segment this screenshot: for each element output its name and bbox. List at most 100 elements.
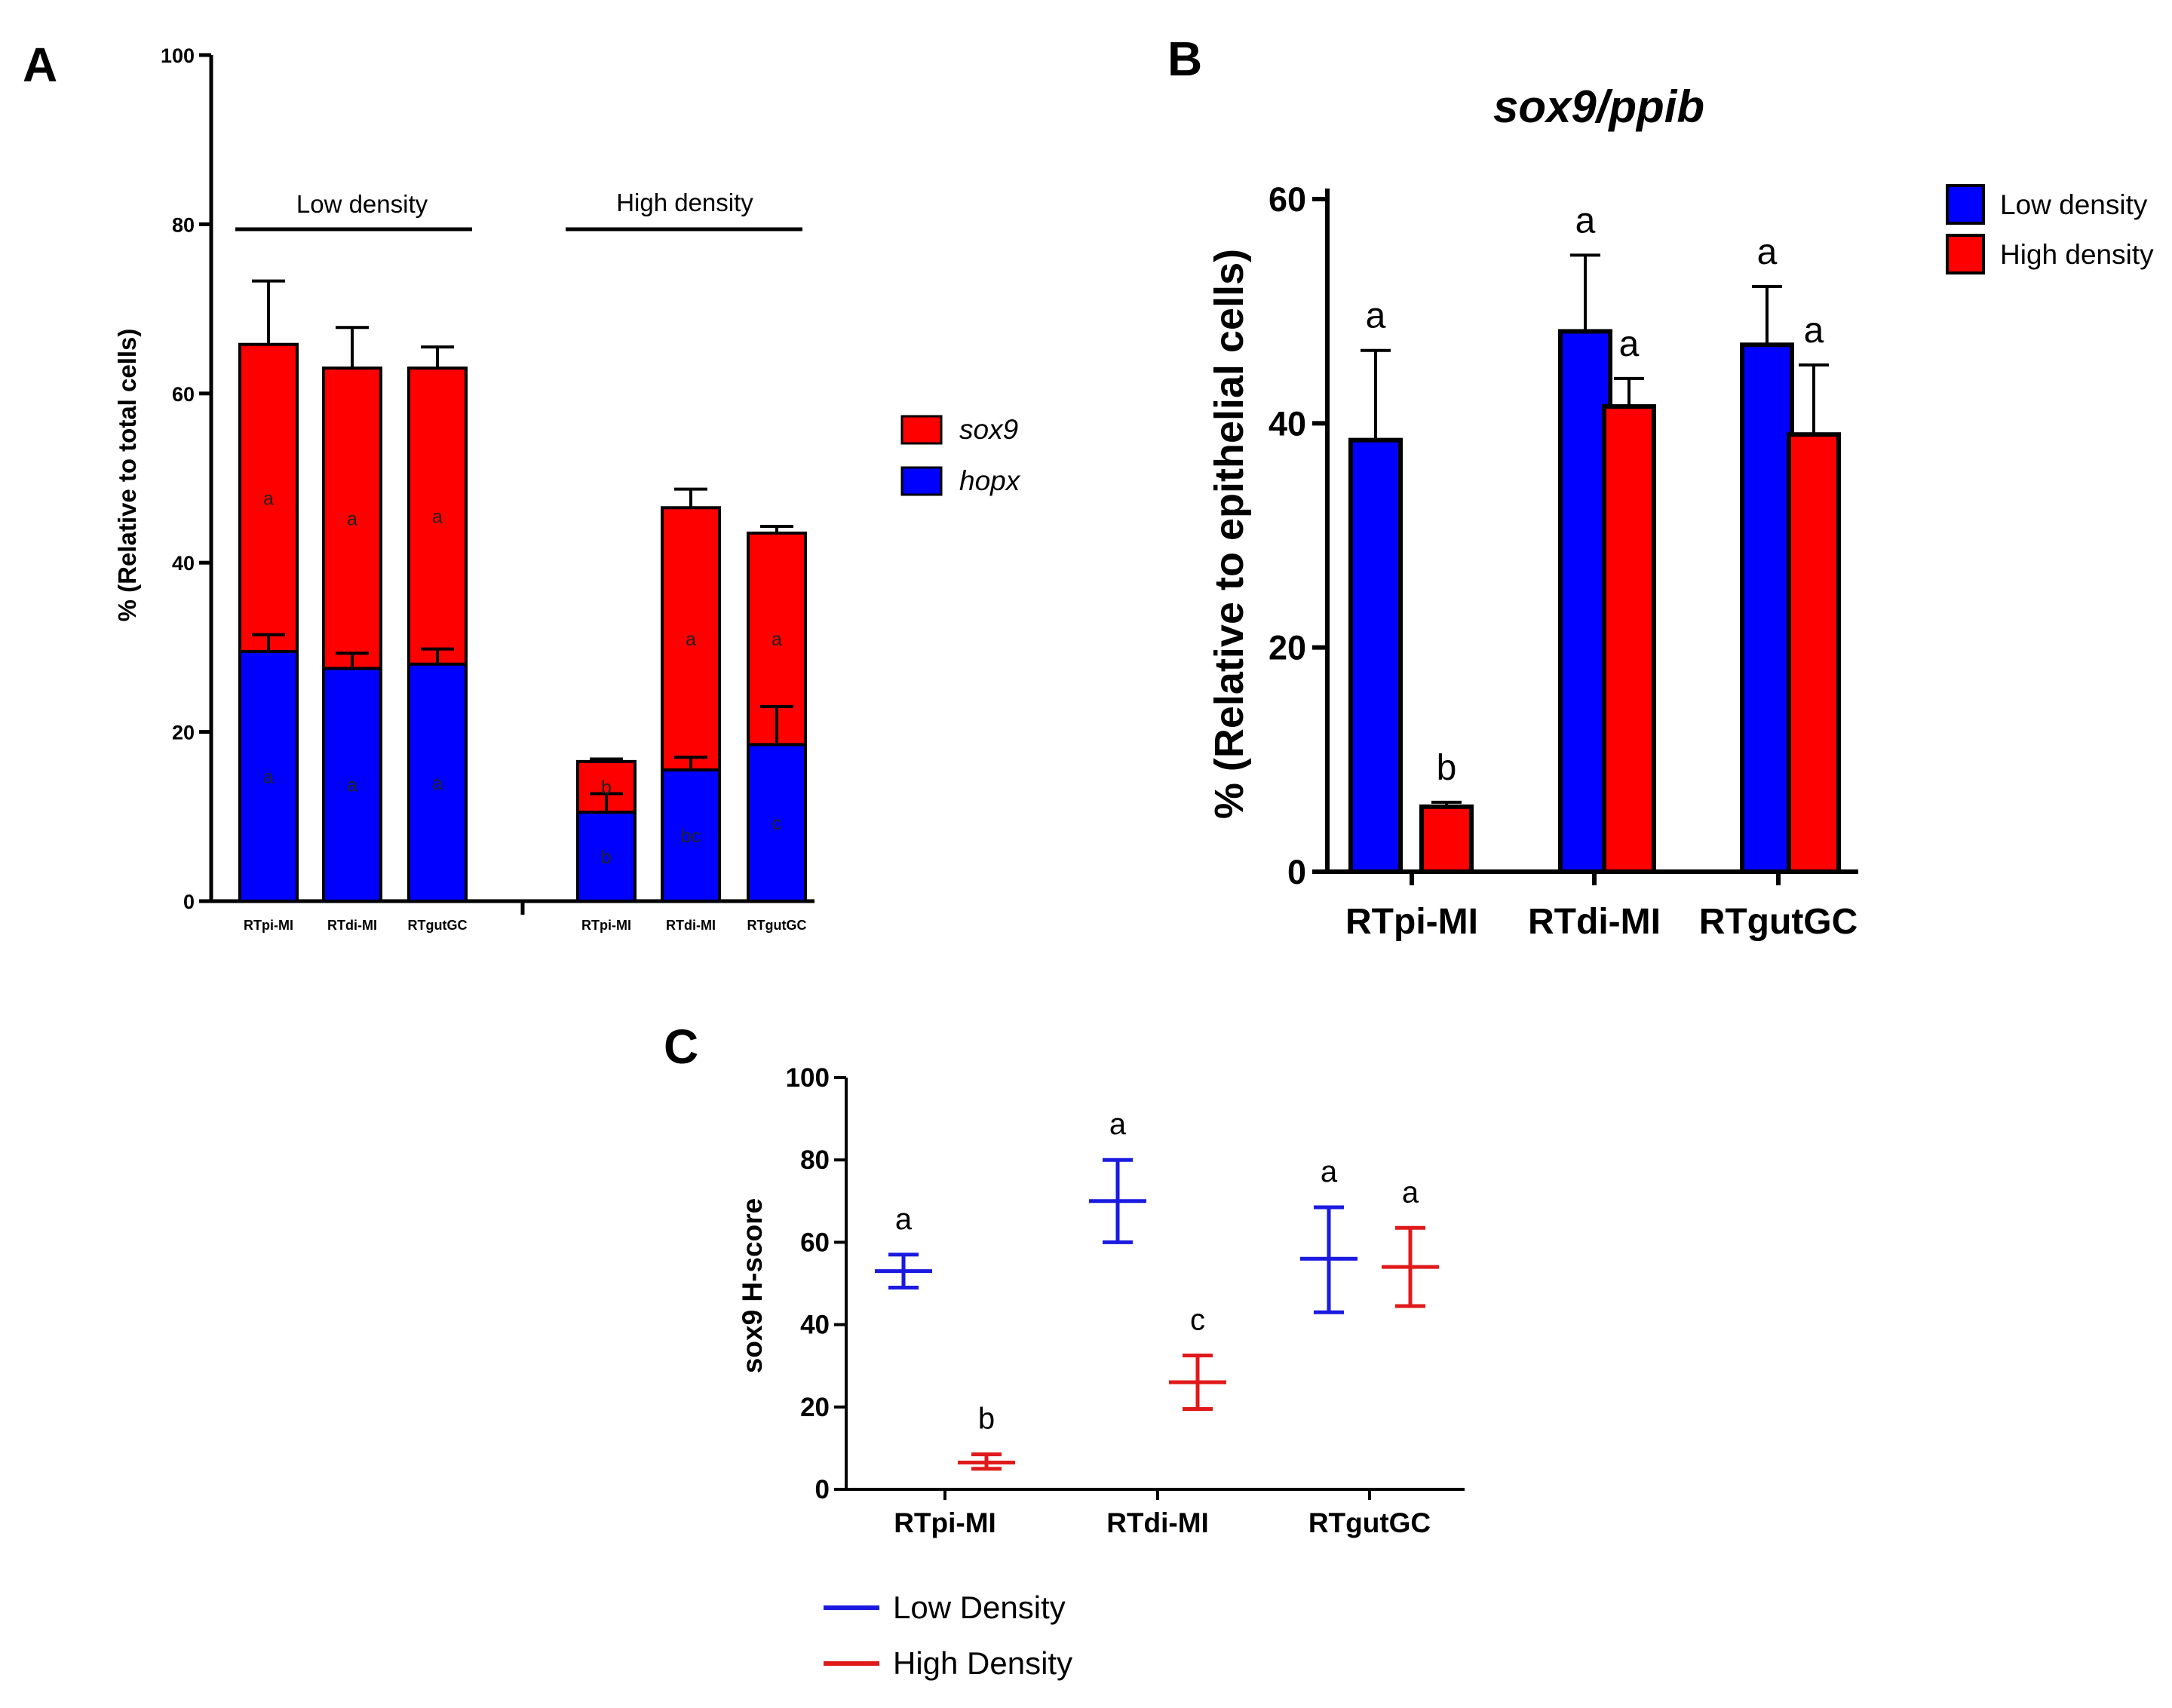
chart-a-letter-hopx: b xyxy=(601,847,612,868)
chart-a-bar-sox9 xyxy=(661,506,721,772)
chart-c-ytick-label: 40 xyxy=(800,1311,830,1340)
chart-b-letter: a xyxy=(1575,201,1596,241)
chart-c-category-label: RTpi-MI xyxy=(894,1507,996,1538)
chart-b-letter: a xyxy=(1619,324,1640,364)
chart-a-legend-sox9: sox9 xyxy=(959,414,1018,445)
chart-b-ytick-label: 40 xyxy=(1269,404,1306,443)
chart-a-legend-hopx: hopx xyxy=(959,465,1021,496)
panel-label-c: C xyxy=(664,1020,698,1074)
chart-b-legend-swatch-high xyxy=(1946,234,1985,274)
chart-b-ylabel: % (Relative to epithelial cells) xyxy=(1207,249,1252,819)
chart-b-letter: b xyxy=(1437,748,1457,788)
chart-a-bar-sox9 xyxy=(322,366,382,670)
chart-a-letter-hopx: bc xyxy=(681,826,701,847)
chart-a-bar-sox9 xyxy=(407,366,468,666)
chart-c-category-label: RTdi-MI xyxy=(1106,1507,1209,1538)
chart-b-bar xyxy=(1419,804,1474,874)
chart-b-yticks: 0 20 40 60 xyxy=(1269,180,1327,891)
chart-a-letter-hopx: a xyxy=(432,773,443,794)
chart-a-letter-sox9: a xyxy=(686,629,696,650)
chart-c-yticks: 0 20 40 60 80 100 xyxy=(786,1063,846,1504)
chart-c-categories: RTpi-MI RTdi-MI RTgutGC xyxy=(894,1489,1431,1538)
chart-a-letter-sox9: a xyxy=(347,508,357,529)
chart-b-bar xyxy=(1740,342,1794,874)
chart-c-letter: a xyxy=(1321,1155,1338,1188)
chart-a-letter-hopx: a xyxy=(263,767,274,788)
chart-b-legend-low: Low density xyxy=(2000,189,2148,220)
chart-b-ytick-label: 0 xyxy=(1287,853,1306,891)
chart-a-yticks: 0 20 40 60 80 100 xyxy=(161,44,211,913)
chart-b-title: sox9/ppib xyxy=(1493,81,1704,132)
chart-b-legend-high: High density xyxy=(2000,239,2154,270)
chart-a-category-label: RTpi-MI xyxy=(581,918,631,933)
chart-a-letter-sox9: b xyxy=(601,777,612,799)
chart-c-category-label: RTgutGC xyxy=(1308,1507,1431,1538)
chart-c-ytick-label: 20 xyxy=(800,1393,830,1422)
chart-c-letter: c xyxy=(1190,1304,1205,1337)
chart-c-letter: b xyxy=(978,1403,995,1436)
chart-a-ylabel: % (Relative to total cells) xyxy=(113,329,141,622)
chart-b-category-label: RTpi-MI xyxy=(1345,902,1478,942)
chart-c-letter: a xyxy=(1109,1108,1127,1141)
chart-a-legend-swatch-sox9 xyxy=(900,415,943,445)
chart-b-letter: a xyxy=(1757,232,1778,272)
chart-a-group-high: High density xyxy=(616,189,753,216)
chart-c-legend-high: High Density xyxy=(893,1645,1072,1681)
chart-a-bar-hopx xyxy=(407,662,468,903)
chart-a-ytick-label: 20 xyxy=(172,722,195,744)
chart-c-ytick-label: 0 xyxy=(815,1475,830,1504)
chart-b-category-label: RTdi-MI xyxy=(1528,902,1661,942)
chart-a-bar-hopx xyxy=(747,743,807,903)
chart-a-bar-sox9 xyxy=(576,759,637,814)
chart-a-bar-hopx xyxy=(238,650,299,903)
chart-b-legend-swatch-low xyxy=(1946,184,1985,225)
chart-c-ylabel: sox9 H-score xyxy=(737,1198,768,1373)
chart-a-bars: a a a a a a b b bc a c a xyxy=(238,279,807,903)
chart-c-letter: a xyxy=(1402,1176,1419,1209)
panel-label-b: B xyxy=(1167,32,1202,86)
chart-a-category-label: RTdi-MI xyxy=(666,918,716,933)
chart-c-ytick-label: 60 xyxy=(800,1228,830,1257)
chart-a-axes xyxy=(209,55,814,915)
chart-a-legend-swatch-hopx xyxy=(900,466,943,496)
chart-a-letter-sox9: a xyxy=(432,506,443,527)
chart-b-categories: RTpi-MI RTdi-MI RTgutGC xyxy=(1345,872,1858,942)
chart-b: sox9/ppib % (Relative to epithelial cell… xyxy=(1207,81,2154,942)
chart-a-ytick-label: 40 xyxy=(172,552,195,575)
chart-a-category-label: RTgutGC xyxy=(747,918,807,933)
chart-a-bar-hopx xyxy=(322,667,382,903)
chart-a-ytick-label: 60 xyxy=(172,383,195,406)
chart-c-axes xyxy=(845,1078,1465,1491)
chart-a-ytick-label: 0 xyxy=(183,891,195,913)
chart-a-group-low: Low density xyxy=(296,190,428,218)
chart-a-category-label: RTgutGC xyxy=(408,918,468,933)
chart-c-letter: a xyxy=(895,1203,913,1236)
chart-a: % (Relative to total cells) 0 20 40 60 80 100… xyxy=(113,44,1021,933)
chart-c-marks: a a a b c a xyxy=(875,1108,1439,1471)
chart-a-letter-hopx: a xyxy=(347,775,357,796)
chart-b-bar xyxy=(1602,404,1656,874)
chart-c-legend-low: Low Density xyxy=(893,1590,1066,1625)
chart-a-letter-sox9: a xyxy=(772,629,782,650)
chart-c-ytick-label: 100 xyxy=(786,1063,830,1093)
chart-a-categories: RTpi-MI RTdi-MI RTgutGC RTpi-MI RTdi-MI RTgut… xyxy=(244,918,806,933)
chart-b-bar xyxy=(1348,437,1403,874)
chart-a-ytick-label: 80 xyxy=(172,213,195,236)
chart-a-category-label: RTpi-MI xyxy=(244,918,293,933)
chart-b-bar xyxy=(1787,432,1841,874)
chart-a-bar-hopx xyxy=(661,768,721,903)
chart-c: sox9 H-score 0 20 40 60 80 100 a a a b c a RTpi-MI… xyxy=(737,1063,1465,1681)
chart-a-category-label: RTdi-MI xyxy=(327,918,377,933)
chart-b-letter: a xyxy=(1366,296,1386,336)
chart-a-letter-hopx: c xyxy=(772,813,782,834)
chart-b-ytick-label: 20 xyxy=(1269,629,1306,667)
chart-a-ytick-label: 100 xyxy=(161,44,195,67)
chart-b-category-label: RTgutGC xyxy=(1699,902,1858,942)
panel-label-a: A xyxy=(23,38,57,92)
chart-c-ytick-label: 80 xyxy=(800,1145,830,1175)
chart-a-letter-sox9: a xyxy=(263,488,274,509)
chart-a-bar-hopx xyxy=(576,811,637,903)
chart-b-ytick-label: 60 xyxy=(1269,180,1306,219)
